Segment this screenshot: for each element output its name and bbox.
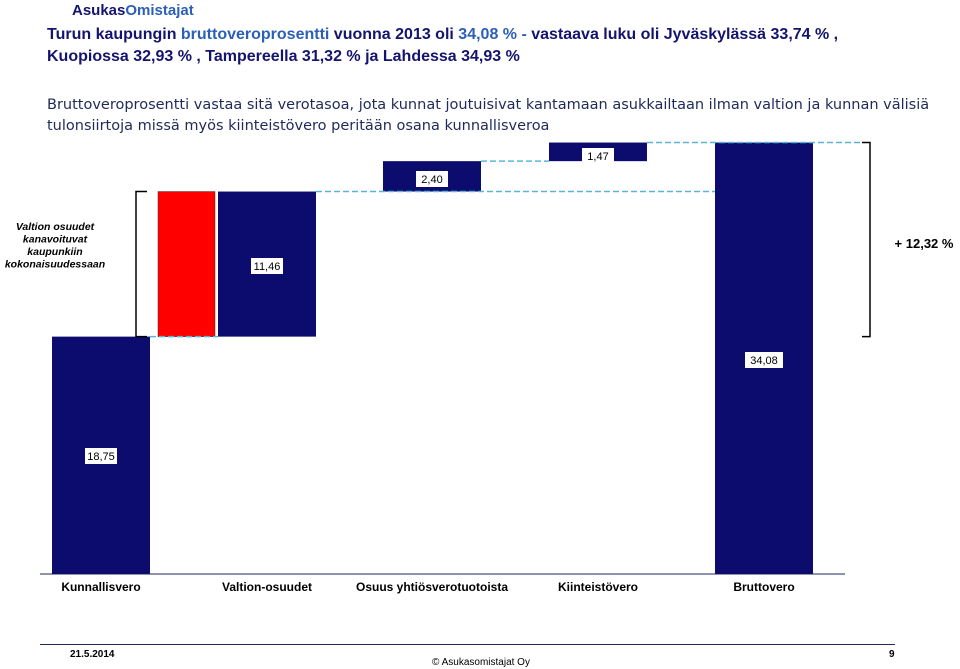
value-label-bg-1 <box>85 448 117 464</box>
right-bracket <box>862 141 871 338</box>
value-label-2: 11,46 <box>254 261 281 273</box>
description-line-2: tulonsiirtoja missä myös kiinteistövero … <box>47 118 550 134</box>
value-label-bg-4 <box>582 148 614 164</box>
value-label-4: 1,47 <box>587 151 608 163</box>
red-segment-label-line-1: Valtion osuudet <box>16 221 95 233</box>
headline-line-1: Turun kaupungin bruttoveroprosentti vuon… <box>47 26 839 43</box>
red-segment-label-line-2: kanavoituvat <box>23 234 88 246</box>
red-segment-label-line-4: kokonaisuudessaan <box>5 259 105 271</box>
value-label-1: 18,75 <box>87 451 115 463</box>
value-label-3: 2,40 <box>421 174 442 186</box>
value-label-bg-5 <box>745 352 783 368</box>
description: Bruttoveroprosentti vastaa sitä verotaso… <box>47 95 947 137</box>
value-label-5: 34,08 <box>750 355 778 367</box>
footer-date: 21.5.2014 <box>70 649 115 660</box>
footer-page-number: 9 <box>889 649 895 660</box>
category-label-1: Kunnallisvero <box>61 580 140 594</box>
category-label-4: Kiinteistövero <box>558 580 638 594</box>
red-segment-label-line-3: kaupunkiin <box>27 246 82 258</box>
footer-divider <box>40 644 895 645</box>
bracket-label: + 12,32 % <box>895 236 954 251</box>
description-line-1: Bruttoveroprosentti vastaa sitä verotaso… <box>47 97 930 113</box>
category-label-3: Osuus yhtiösverotuotoista <box>356 580 508 594</box>
left-bracket <box>135 190 147 338</box>
value-label-bg-2 <box>251 258 283 274</box>
logo: AsukasOmistajat <box>72 2 194 19</box>
category-label-5: Bruttovero <box>733 580 794 594</box>
headline-line-2: Kuopiossa 32,93 % , Tampereella 31,32 % … <box>47 48 520 65</box>
footer-copyright: © Asukasomistajat Oy <box>432 657 530 668</box>
category-label-2: Valtion-osuudet <box>222 580 312 594</box>
value-label-bg-3 <box>416 171 448 187</box>
headline: Turun kaupungin bruttoveroprosentti vuon… <box>47 24 947 68</box>
red-segment <box>157 191 216 337</box>
